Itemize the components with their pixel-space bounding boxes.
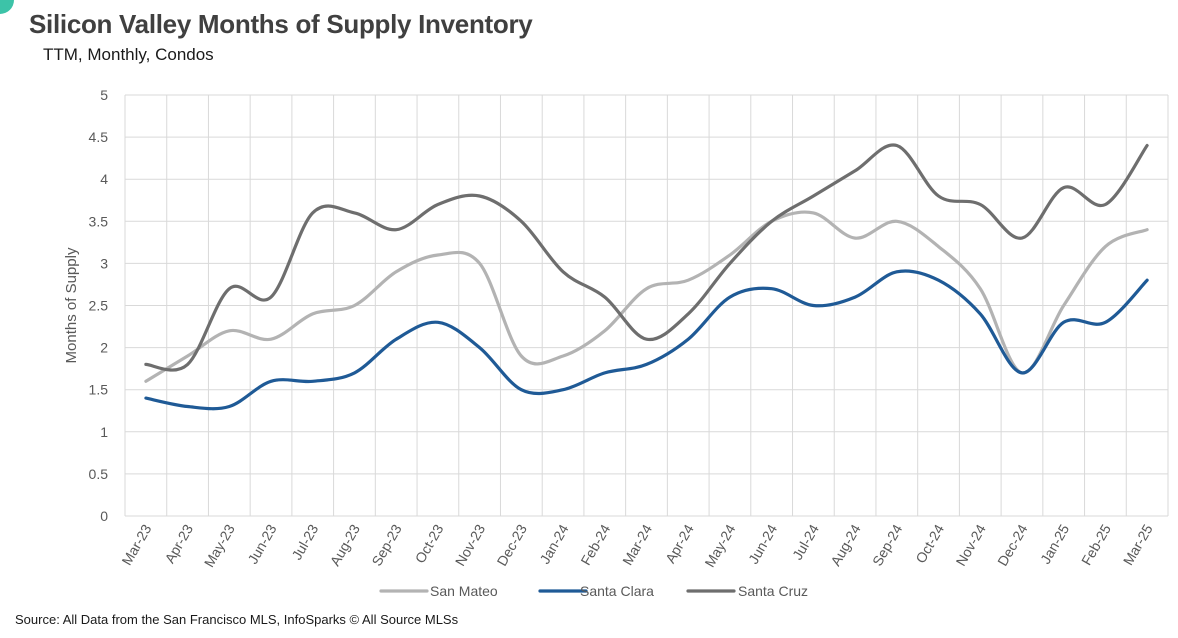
x-tick-label: Jul-24	[789, 521, 822, 562]
x-tick-label: Jul-23	[288, 521, 321, 562]
y-tick-label: 3	[100, 255, 108, 271]
x-tick-label: May-24	[701, 521, 738, 570]
x-tick-label: May-23	[201, 521, 238, 570]
x-tick-label: Sep-23	[368, 521, 405, 568]
series-line-san-mateo	[144, 210, 1149, 383]
series-line-santa-clara	[144, 269, 1149, 411]
x-tick-label: Sep-24	[869, 521, 906, 568]
y-tick-label: 1	[100, 424, 108, 440]
y-tick-label: 1.5	[89, 382, 109, 398]
y-axis-title: Months of Supply	[63, 247, 80, 363]
y-tick-label: 5	[100, 87, 108, 103]
x-tick-label: Dec-23	[494, 521, 531, 568]
y-tick-label: 0.5	[89, 466, 109, 482]
chart-title: Silicon Valley Months of Supply Inventor…	[29, 9, 533, 39]
legend: San Mateo Santa Clara Santa Cruz	[379, 583, 808, 599]
x-tick-label: Aug-24	[827, 521, 864, 568]
y-tick-label: 4	[100, 171, 108, 187]
x-tick-label: Dec-24	[994, 521, 1031, 568]
x-tick-label: Mar-24	[619, 521, 655, 568]
chart-subtitle: TTM, Monthly, Condos	[43, 45, 214, 64]
y-tick-label: 3.5	[89, 213, 109, 229]
legend-label-santa-cruz: Santa Cruz	[738, 583, 808, 599]
x-tick-label: Jan-24	[536, 521, 571, 566]
x-tick-label: Apr-23	[161, 521, 196, 566]
x-tick-label: Apr-24	[662, 521, 697, 566]
x-tick-label: Feb-24	[577, 521, 613, 568]
x-tick-label: Nov-23	[452, 521, 489, 568]
y-tick-label: 4.5	[89, 129, 109, 145]
x-tick-label: Feb-25	[1078, 521, 1114, 568]
x-tick-label: Jun-24	[745, 521, 780, 566]
legend-label-san-mateo: San Mateo	[430, 583, 498, 599]
source-note: Source: All Data from the San Francisco …	[15, 612, 459, 627]
x-tick-label: Oct-24	[912, 521, 947, 566]
x-axis: Mar-23 Apr-23 May-23 Jun-23 Jul-23 Aug-23 Sep-…	[118, 521, 1155, 570]
x-tick-label: Oct-23	[412, 521, 447, 566]
series-line-santa-cruz	[144, 143, 1149, 372]
y-tick-label: 2.5	[89, 298, 109, 314]
x-tick-label: Nov-24	[952, 521, 989, 568]
legend-label-santa-clara: Santa Clara	[580, 583, 654, 599]
x-tick-label: Mar-25	[1120, 521, 1156, 568]
grid-lines	[124, 94, 1169, 517]
x-tick-label: Mar-23	[118, 521, 154, 568]
y-tick-label: 0	[100, 508, 108, 524]
x-tick-label: Aug-23	[327, 521, 364, 568]
y-axis: 0 0.5 1 1.5 2 2.5 3 3.5 4 4.5 5 Months of Supply	[63, 87, 108, 524]
x-tick-label: Jun-23	[244, 521, 279, 566]
y-tick-label: 2	[100, 340, 108, 356]
series-lines	[144, 143, 1149, 411]
x-tick-label: Jan-25	[1037, 521, 1072, 566]
